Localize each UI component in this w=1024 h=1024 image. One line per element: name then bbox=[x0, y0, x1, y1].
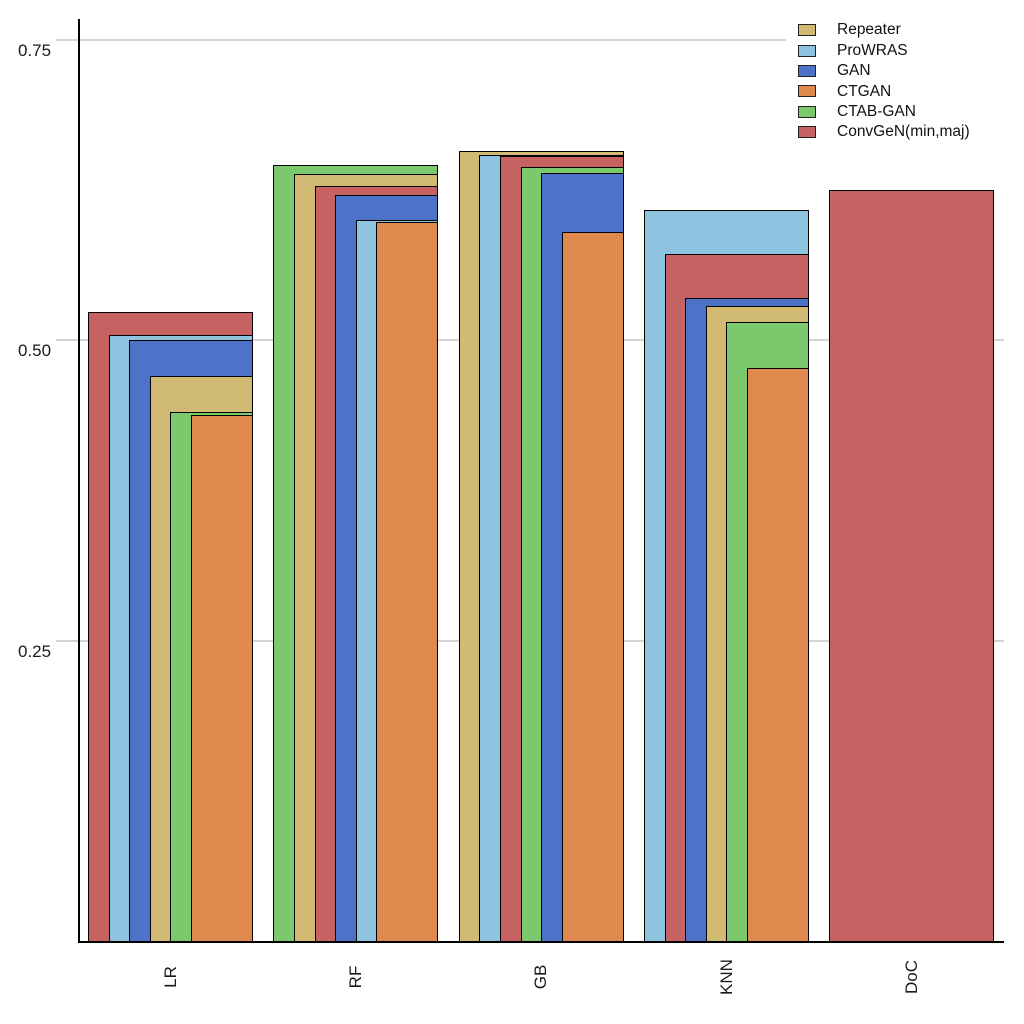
bar-doc-convgen-min-maj bbox=[829, 189, 995, 942]
x-tick-label-gb: GB bbox=[531, 964, 551, 990]
legend-row-ctab-gan: CTAB-GAN bbox=[798, 102, 1010, 122]
x-tick-label-lr: LR bbox=[160, 966, 180, 988]
y-tick-label-0.25: 0.25 bbox=[18, 641, 52, 661]
legend: Repeater ProWRAS GAN CTGAN CTAB-GAN ConvGeN(m… bbox=[786, 13, 1018, 151]
gridline-0.75 bbox=[56, 38, 1004, 41]
bar-lr-ctgan bbox=[191, 414, 253, 942]
x-tick-label-doc: DoC bbox=[901, 959, 921, 995]
legend-label-convgen-min-maj: ConvGeN(min,maj) bbox=[837, 123, 970, 141]
legend-swatch-ctgan bbox=[798, 85, 816, 98]
legend-row-ctgan: CTGAN bbox=[798, 81, 1010, 101]
x-tick-label-rf: RF bbox=[345, 965, 365, 989]
legend-row-repeater: Repeater bbox=[798, 20, 1010, 40]
legend-row-convgen-min-maj: ConvGeN(min,maj) bbox=[798, 122, 1010, 142]
legend-label-ctgan: CTGAN bbox=[837, 82, 892, 100]
legend-label-gan: GAN bbox=[837, 62, 871, 80]
legend-swatch-convgen-min-maj bbox=[798, 126, 816, 139]
legend-label-prowras: ProWRAS bbox=[837, 41, 908, 59]
bar-knn-ctgan bbox=[747, 367, 810, 942]
x-axis-line bbox=[78, 941, 1004, 943]
bar-rf-ctgan bbox=[376, 222, 439, 942]
legend-swatch-ctab-gan bbox=[798, 105, 816, 118]
legend-swatch-gan bbox=[798, 64, 816, 77]
bar-gb-ctgan bbox=[561, 231, 624, 942]
legend-swatch-prowras bbox=[798, 44, 816, 57]
legend-row-gan: GAN bbox=[798, 61, 1010, 81]
legend-swatch-repeater bbox=[798, 24, 816, 37]
legend-row-prowras: ProWRAS bbox=[798, 40, 1010, 60]
legend-label-ctab-gan: CTAB-GAN bbox=[837, 103, 916, 120]
y-tick-label-0.75: 0.75 bbox=[18, 40, 52, 60]
legend-label-repeater: Repeater bbox=[837, 21, 901, 39]
x-tick-label-knn: KNN bbox=[716, 959, 736, 995]
y-tick-label-0.50: 0.50 bbox=[18, 341, 52, 361]
y-axis-line bbox=[78, 19, 80, 942]
